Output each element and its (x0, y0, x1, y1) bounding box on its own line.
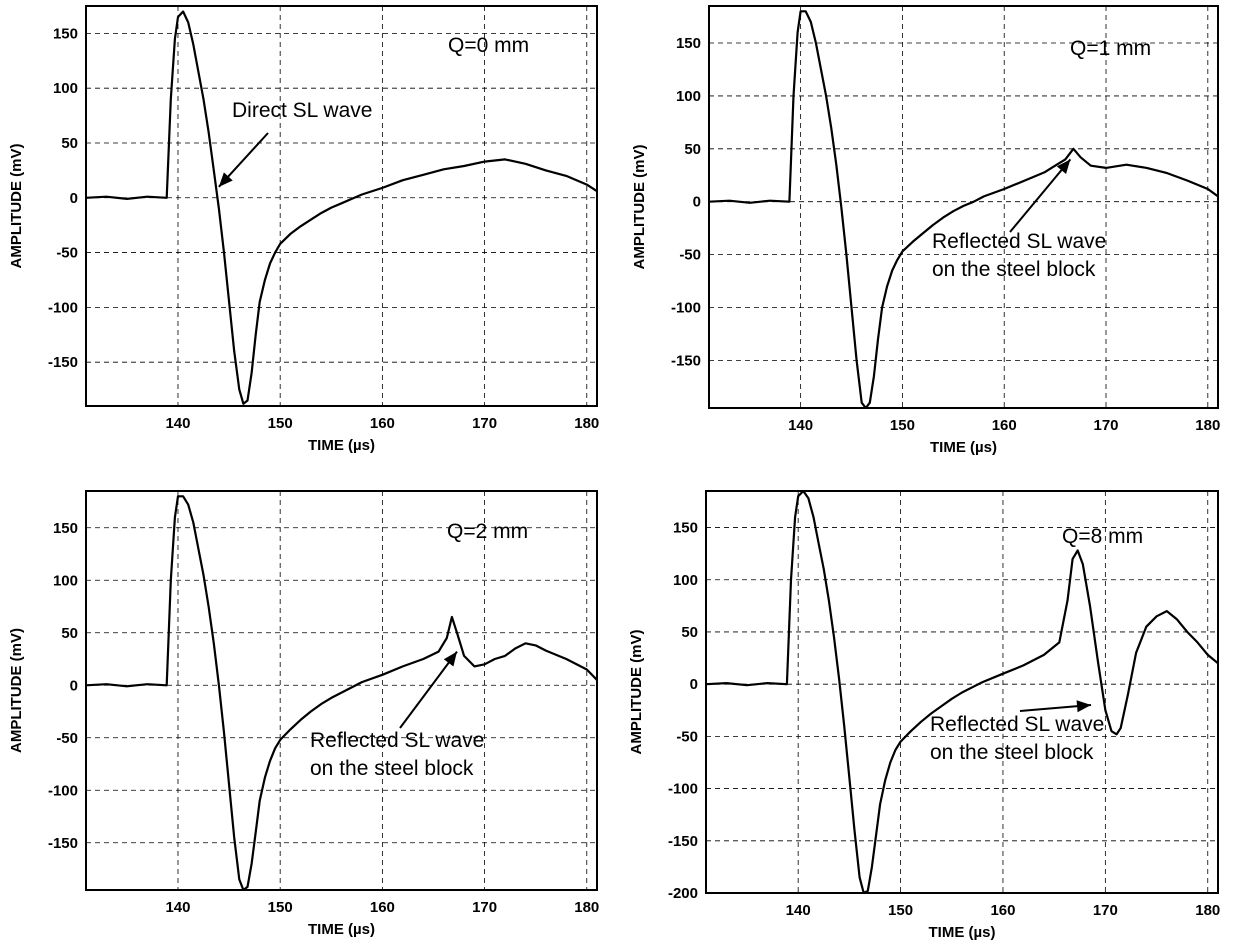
panel-label: Q=0 mm (448, 34, 529, 57)
series-line (86, 10, 597, 405)
panel-label: Q=1 mm (1070, 37, 1151, 60)
x-tick-label: 160 (370, 899, 395, 916)
y-tick-label: -100 (668, 781, 698, 798)
y-tick-label: -100 (48, 782, 78, 799)
plot-frame (705, 490, 1219, 894)
arrowhead (218, 172, 233, 187)
x-tick-label: 150 (888, 902, 913, 919)
x-tick-label: 160 (370, 415, 395, 432)
x-tick-label: 160 (992, 417, 1017, 434)
x-axis-label: TIME (µs) (929, 924, 996, 941)
series-line (86, 495, 597, 890)
plot-frame (85, 5, 598, 407)
panel-2: 140 150 160 170 180 -150 -100 -50 0 50 100 150 TIME … (8, 490, 599, 938)
series-line (709, 10, 1218, 408)
panel-1: 140 150 160 170 180 -150 -100 -50 0 50 100 150 TIME … (631, 5, 1220, 456)
y-tick-label: 150 (53, 520, 78, 537)
series-line (706, 491, 1218, 893)
y-tick-label: 100 (676, 88, 701, 105)
x-tick-label: 170 (472, 415, 497, 432)
x-tick-label: 140 (788, 417, 813, 434)
annotation-text-2: on the steel block (932, 258, 1096, 281)
y-tick-label: -150 (668, 833, 698, 850)
y-tick-label: 50 (61, 135, 78, 152)
y-tick-label: 100 (673, 572, 698, 589)
y-tick-label: 150 (676, 35, 701, 52)
y-tick-label: 0 (70, 190, 78, 207)
y-tick-label: -100 (671, 300, 701, 317)
x-tick-label: 150 (890, 417, 915, 434)
x-tick-label: 170 (472, 899, 497, 916)
y-tick-label: 0 (70, 677, 78, 694)
x-tick-label: 140 (165, 899, 190, 916)
y-tick-label: 100 (53, 572, 78, 589)
y-tick-label: -50 (679, 247, 701, 264)
x-tick-label: 180 (1195, 417, 1220, 434)
x-axis-label: TIME (µs) (308, 437, 375, 454)
x-tick-label: 180 (574, 899, 599, 916)
panel-label: Q=2 mm (447, 520, 528, 543)
y-tick-label: 50 (61, 625, 78, 642)
y-tick-label: -100 (48, 299, 78, 316)
annotation-arrow (1009, 158, 1072, 233)
annotation-text-2: on the steel block (310, 757, 474, 780)
plot-frame (85, 490, 598, 891)
arrowhead (1056, 159, 1071, 174)
plot-frame (708, 5, 1219, 409)
panel-label: Q=8 mm (1062, 525, 1143, 548)
annotation-arrow (399, 651, 458, 729)
x-tick-label: 150 (268, 415, 293, 432)
x-tick-label: 170 (1093, 902, 1118, 919)
x-tick-label: 180 (574, 415, 599, 432)
x-axis-label: TIME (µs) (930, 439, 997, 456)
y-tick-label: -150 (48, 354, 78, 371)
annotation-text: Direct SL wave (232, 99, 372, 122)
y-tick-label: 50 (684, 141, 701, 158)
x-tick-label: 170 (1094, 417, 1119, 434)
y-tick-label: 0 (693, 194, 701, 211)
x-tick-label: 180 (1195, 902, 1220, 919)
x-tick-label: 150 (268, 899, 293, 916)
y-axis-label: AMPLITUDE (mV) (631, 145, 648, 270)
annotation-text: Reflected SL wave (932, 230, 1106, 253)
y-tick-label: -150 (671, 352, 701, 369)
y-axis-label: AMPLITUDE (mV) (8, 144, 25, 269)
y-tick-label: -50 (56, 730, 78, 747)
y-tick-label: -150 (48, 835, 78, 852)
y-tick-label: 150 (673, 520, 698, 537)
annotation-text: Reflected SL wave (310, 729, 484, 752)
y-tick-label: 50 (681, 624, 698, 641)
y-tick-label: -200 (668, 885, 698, 902)
y-tick-label: -50 (56, 245, 78, 262)
annotation-text-2: on the steel block (930, 741, 1094, 764)
y-tick-label: 0 (690, 676, 698, 693)
x-axis-label: TIME (µs) (308, 921, 375, 938)
annotation-text: Reflected SL wave (930, 713, 1104, 736)
y-axis-label: AMPLITUDE (mV) (8, 628, 25, 753)
x-tick-label: 140 (786, 902, 811, 919)
panel-3: 140 150 160 170 180 -200 -150 -100 -50 0 50 100 150 T… (628, 490, 1220, 941)
panel-0: 140 150 160 170 180 -150 -100 -50 0 50 100 150 TIME … (8, 5, 599, 454)
x-tick-label: 160 (990, 902, 1015, 919)
x-tick-label: 140 (165, 415, 190, 432)
y-tick-label: 100 (53, 80, 78, 97)
arrowhead (443, 651, 457, 667)
arrowhead (1076, 700, 1092, 713)
y-tick-label: -50 (676, 728, 698, 745)
y-axis-label: AMPLITUDE (mV) (628, 630, 645, 755)
y-tick-label: 150 (53, 25, 78, 42)
